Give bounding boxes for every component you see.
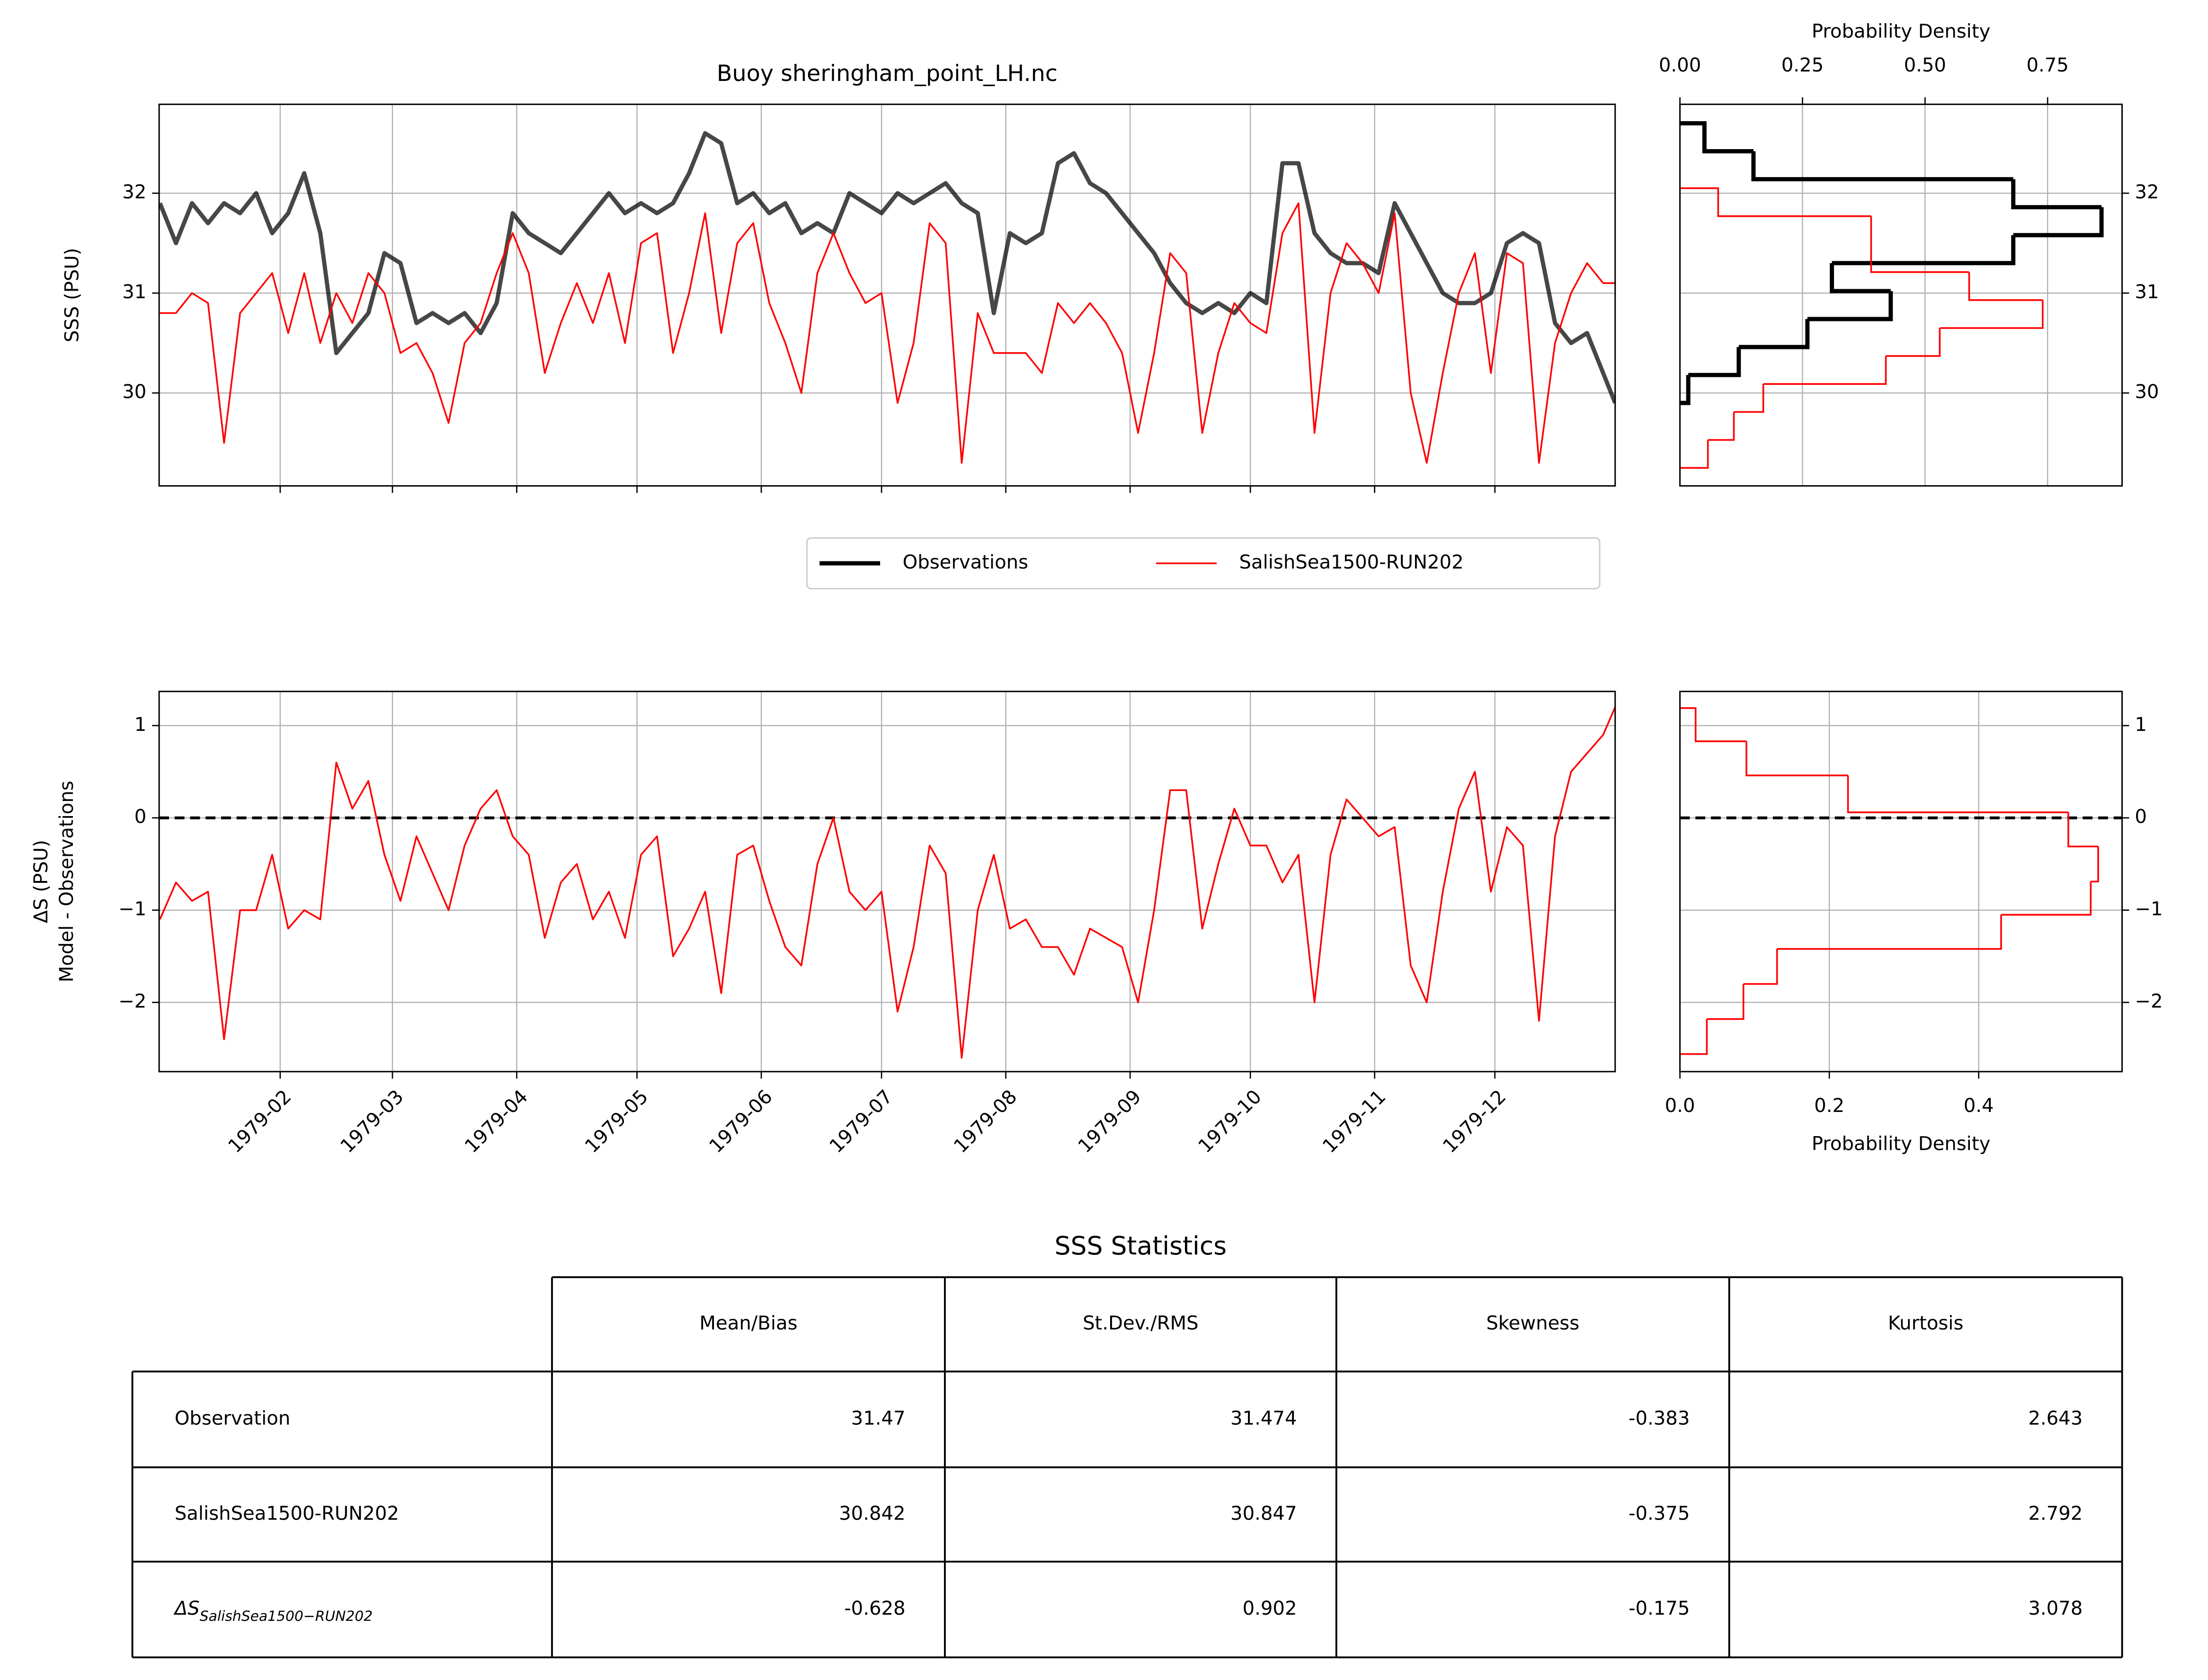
y-tick-label: 0 [2135,806,2147,828]
cell-value: 2.643 [2028,1408,2083,1430]
x-axis-label: Probability Density [1812,21,1991,43]
histogram-step [1751,151,2013,182]
histogram-step [2001,881,2092,916]
x-tick-label: 0.2 [1814,1095,1844,1117]
legend-label: Observations [903,551,1028,573]
histogram-step [2013,207,2104,238]
x-tick-label: 0.0 [1665,1095,1695,1117]
plot-area [159,131,1615,464]
row-label: SalishSea1500-RUN202 [175,1502,399,1524]
histogram-step [1707,984,1745,1020]
y-tick-label: 30 [122,381,146,403]
y-tick-label: 1 [2135,714,2147,736]
histogram-step [1680,187,1871,217]
histogram-step [1680,707,1746,742]
column-header: Mean/Bias [699,1313,797,1334]
y-tick-label: −2 [118,991,146,1013]
row-label-subscript: SalishSea1500−RUN202 [200,1608,373,1624]
y-tick-label: 31 [2135,281,2159,303]
y-tick-label: 32 [122,181,146,203]
series-line [159,707,1615,1059]
cell-value: -0.175 [1629,1598,1690,1619]
histogram-step [1743,949,1778,985]
cell-value: 30.842 [839,1502,905,1524]
histogram-step [1830,263,1891,293]
axes-frame [158,691,1616,1073]
x-tick-label: 0.25 [1781,54,1824,76]
table-title: SSS Statistics [1055,1231,1227,1261]
y-tick-label: −1 [118,898,146,920]
row-label-text: SalishSea1500-RUN202 [175,1502,399,1524]
cell-value: 31.474 [1230,1408,1297,1430]
y-axis-label: ΔS (PSU) [30,840,52,923]
cell-value: 30.847 [1230,1502,1297,1524]
cell-value: 31.47 [851,1408,906,1430]
cell-value: -0.383 [1629,1408,1690,1430]
histogram-step [1680,121,1754,153]
y-axis-label: SSS (PSU) [62,248,83,343]
histogram-step [1763,356,1887,385]
x-axis-label: Probability Density [1812,1133,1991,1155]
axes-frame [158,103,1616,487]
cell-value: -0.628 [844,1598,905,1619]
y-tick-label: 32 [2135,181,2159,203]
histogram-step [1738,319,1810,349]
x-tick-label: 0.4 [1964,1095,1994,1117]
row-label-text: Observation [175,1408,290,1430]
histogram-step [2091,846,2099,883]
histogram-step [2067,812,2099,847]
row-label-text: ΔS [173,1598,200,1619]
y-tick-label: 1 [134,714,147,736]
y-tick-label: 0 [134,806,147,828]
histogram-step [1745,741,1848,776]
chart-title: Buoy sheringham_point_LH.nc [717,61,1058,87]
column-header: Kurtosis [1888,1313,1964,1334]
y-tick-label: −1 [2135,898,2163,920]
y-axis-label: Model - Observations [56,781,78,982]
plot-area [159,707,1615,1059]
x-tick-label: 0.00 [1659,54,1701,76]
histogram-step [1886,328,1941,357]
x-tick-label: 0.75 [2026,54,2068,76]
histogram-step [1680,440,1709,469]
x-tick-label: 0.50 [1904,54,1946,76]
y-tick-label: 30 [2135,381,2159,403]
histogram-step [1940,300,2044,329]
histogram-step [1968,272,2043,301]
cell-value: 2.792 [2028,1502,2083,1524]
column-header: Skewness [1486,1313,1579,1334]
histogram-step [1847,775,2068,813]
legend-label: SalishSea1500-RUN202 [1239,551,1464,573]
cell-value: 3.078 [2028,1598,2083,1619]
histogram-step [1777,915,2002,950]
histogram-step [1832,235,2016,266]
y-tick-label: −2 [2135,991,2163,1013]
series-line [160,202,1615,464]
histogram-step [1708,412,1735,441]
axes-frame [1679,691,2123,1073]
histogram-step [1807,291,1893,321]
cell-value: -0.375 [1629,1502,1690,1524]
cell-value: 0.902 [1243,1598,1297,1619]
histogram-step [1870,244,1969,273]
histogram-step [1688,347,1741,377]
histogram-step [1680,375,1691,405]
histogram-step [1734,384,1764,413]
column-header: St.Dev./RMS [1083,1313,1199,1334]
axes-frame [1679,103,2123,487]
y-tick-label: 31 [122,281,146,303]
row-label: Observation [175,1408,290,1430]
series-line [159,131,1615,404]
histogram-step [1680,1019,1708,1055]
row-label: ΔSSalishSea1500−RUN202 [173,1598,373,1624]
histogram-step [2011,179,2102,210]
